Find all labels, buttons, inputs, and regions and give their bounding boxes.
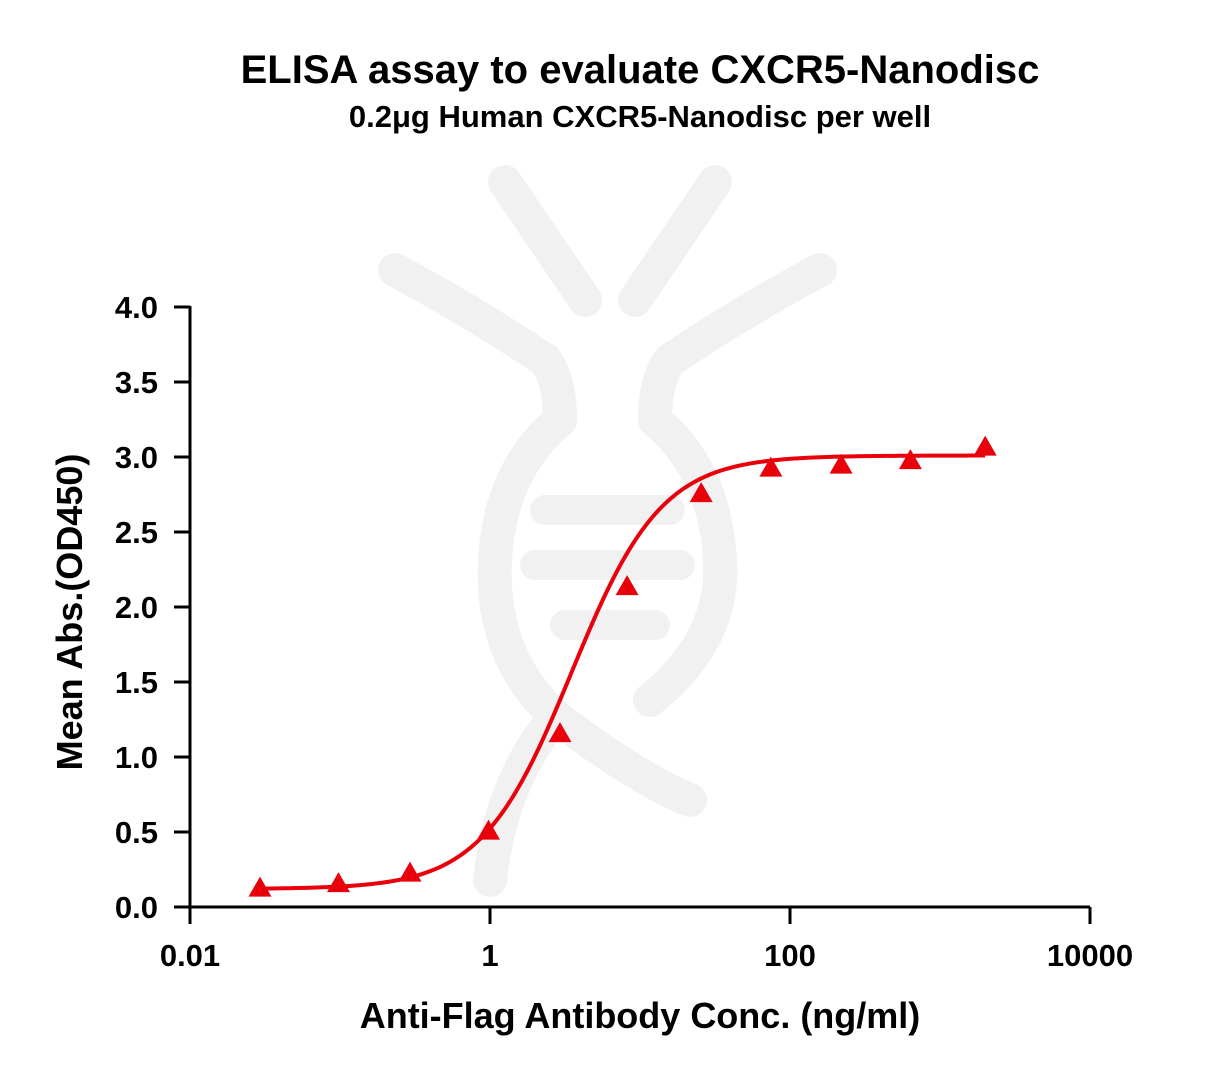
x-tick-label: 10000: [1047, 938, 1133, 973]
x-axis: 0.01 1 100 10000: [160, 907, 1133, 973]
data-point-triangle: [248, 876, 272, 897]
x-tick-label: 0.01: [160, 938, 220, 973]
fit-curve-group: [260, 453, 986, 891]
data-point-triangle: [689, 482, 713, 503]
y-tick-label: 3.0: [115, 440, 158, 475]
data-point-triangle: [398, 861, 422, 882]
data-point-triangle: [477, 819, 500, 840]
y-tick-label: 4.0: [115, 290, 158, 325]
watermark-logo: [378, 165, 837, 897]
y-axis: 0.0 0.5 1.0 1.5 2.0 2.5 3.0 3.5 4.0: [115, 290, 190, 925]
data-point-triangle: [829, 453, 853, 474]
y-tick-label: 3.5: [115, 365, 158, 400]
chart-title: ELISA assay to evaluate CXCR5-Nanodisc: [241, 48, 1040, 92]
y-tick-label: 2.0: [115, 590, 158, 625]
fit-curve: [260, 453, 986, 891]
data-point-triangle: [898, 449, 922, 470]
x-axis-label: Anti-Flag Antibody Conc. (ng/ml): [360, 995, 921, 1036]
data-points: [248, 435, 997, 897]
x-tick-label: 100: [764, 938, 816, 973]
data-point-triangle: [615, 575, 639, 596]
y-tick-label: 2.5: [115, 515, 158, 550]
y-tick-label: 1.5: [115, 665, 158, 700]
x-tick-label: 1: [481, 938, 498, 973]
y-axis-label: Mean Abs.(OD450): [49, 454, 90, 771]
y-tick-label: 0.5: [115, 815, 158, 850]
data-point-triangle: [327, 872, 350, 893]
data-point-triangle: [759, 456, 783, 477]
chart-subtitle: 0.2μg Human CXCR5-Nanodisc per well: [349, 99, 931, 134]
y-tick-label: 0.0: [115, 890, 158, 925]
data-point-triangle: [548, 722, 572, 743]
y-tick-label: 1.0: [115, 740, 158, 775]
data-point-triangle: [973, 435, 997, 456]
